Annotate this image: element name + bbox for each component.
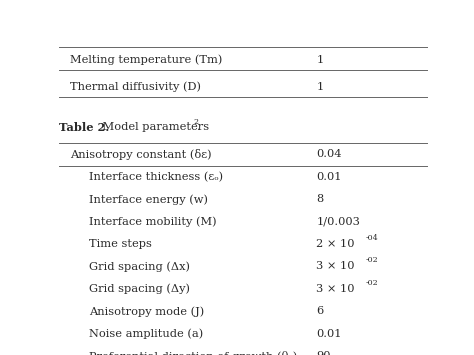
Text: -04: -04 — [366, 234, 379, 242]
Text: 0.01: 0.01 — [316, 329, 342, 339]
Text: Interface energy (w): Interface energy (w) — [89, 194, 208, 204]
Text: 1: 1 — [316, 82, 324, 92]
Text: Interface mobility (M): Interface mobility (M) — [89, 216, 216, 227]
Text: Interface thickness (εₒ): Interface thickness (εₒ) — [89, 172, 223, 182]
Text: Grid spacing (Δx): Grid spacing (Δx) — [89, 261, 190, 272]
Text: .: . — [197, 122, 201, 132]
Text: Anisotropy constant (δε): Anisotropy constant (δε) — [70, 149, 212, 160]
Text: Noise amplitude (a): Noise amplitude (a) — [89, 328, 203, 339]
Text: Model parameters: Model parameters — [99, 122, 209, 132]
Text: -02: -02 — [366, 279, 379, 287]
Text: 8: 8 — [316, 194, 324, 204]
Text: 0.04: 0.04 — [316, 149, 342, 159]
Text: 1/0.003: 1/0.003 — [316, 217, 360, 226]
Text: 90: 90 — [316, 351, 331, 355]
Text: 3 × 10: 3 × 10 — [316, 262, 355, 272]
Text: 0.01: 0.01 — [316, 172, 342, 182]
Text: Anisotropy mode (J): Anisotropy mode (J) — [89, 306, 204, 317]
Text: Thermal diffusivity (D): Thermal diffusivity (D) — [70, 82, 201, 92]
Text: Melting temperature (Tm): Melting temperature (Tm) — [70, 55, 223, 65]
Text: Time steps: Time steps — [89, 239, 152, 249]
Text: 3 × 10: 3 × 10 — [316, 284, 355, 294]
Text: 2: 2 — [193, 119, 198, 126]
Text: 6: 6 — [316, 306, 324, 316]
Text: Grid spacing (Δy): Grid spacing (Δy) — [89, 284, 190, 294]
Text: -02: -02 — [366, 256, 379, 264]
Text: Table 2.: Table 2. — [59, 122, 109, 133]
Text: 1: 1 — [316, 55, 324, 65]
Text: Preferential direction of growth (θₒ): Preferential direction of growth (θₒ) — [89, 351, 297, 355]
Text: 2 × 10: 2 × 10 — [316, 239, 355, 249]
